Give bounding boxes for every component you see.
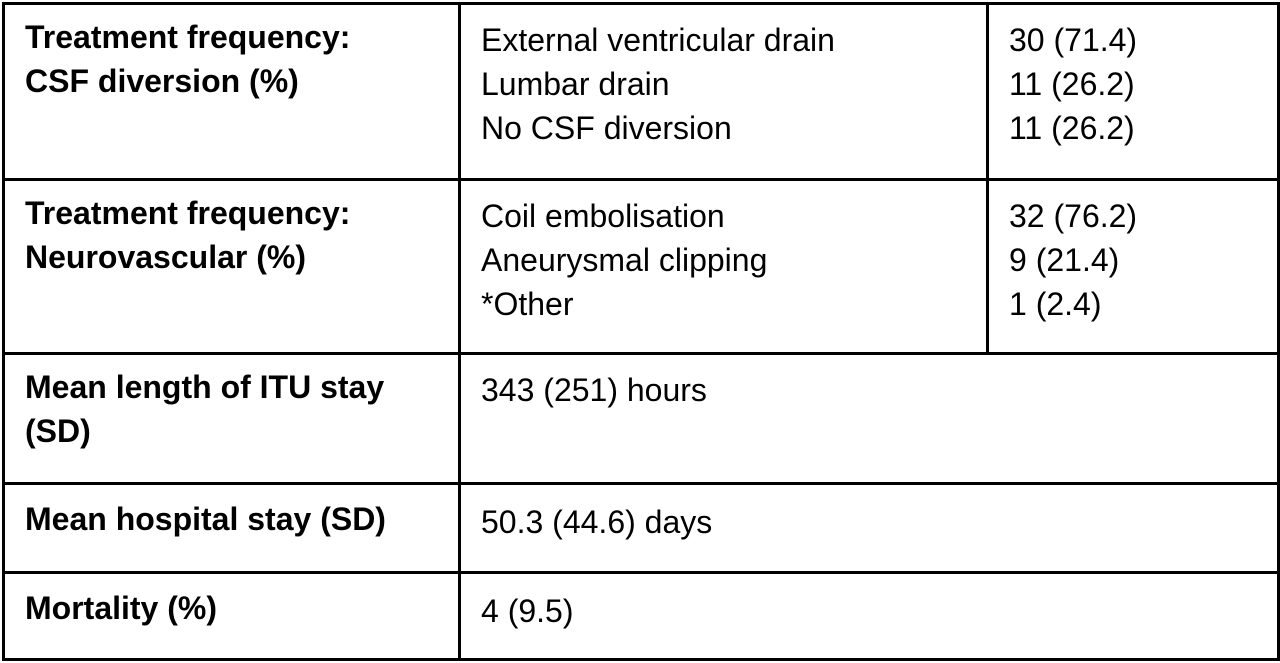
treatment-item: Aneurysmal clipping [481,242,768,278]
row-label-line: Mortality (%) [25,590,217,626]
treatment-items-cell: External ventricular drain Lumbar drain … [458,2,989,181]
row-label-line: Treatment frequency: [25,19,351,55]
row-value: 343 (251) hours [481,372,707,408]
row-label-cell: Mean hospital stay (SD) [2,482,461,574]
treatment-value: 1 (2.4) [1009,286,1102,322]
row-label-cell: Mean length of ITU stay (SD) [2,352,461,485]
row-value-cell: 50.3 (44.6) days [458,482,1280,574]
treatment-values-cell: 32 (76.2) 9 (21.4) 1 (2.4) [986,178,1280,355]
row-label-line: CSF diversion (%) [25,63,299,99]
row-label: Mortality (%) [25,586,457,630]
treatment-value: 32 (76.2) [1009,198,1138,234]
row-label-line: Treatment frequency: [25,195,351,231]
table-row: Mortality (%) 4 (9.5) [2,571,1280,661]
row-label: Treatment frequency: Neurovascular (%) [25,191,457,279]
treatment-value: 11 (26.2) [1009,66,1135,102]
treatment-value: 30 (71.4) [1009,22,1138,58]
treatment-items-cell: Coil embolisation Aneurysmal clipping *O… [458,178,989,355]
row-label-cell: Treatment frequency: CSF diversion (%) [2,2,461,181]
row-value-cell: 4 (9.5) [458,571,1280,661]
treatment-item: No CSF diversion [481,110,732,146]
row-value-cell: 343 (251) hours [458,352,1280,485]
treatment-item: External ventricular drain [481,22,835,58]
row-label-line: Neurovascular (%) [25,239,306,275]
treatment-value: 11 (26.2) [1009,110,1135,146]
treatment-item: Lumbar drain [481,66,670,102]
treatment-value: 9 (21.4) [1009,242,1120,278]
row-label-line: Mean length of ITU stay [25,369,385,405]
table-row: Mean hospital stay (SD) 50.3 (44.6) days [2,482,1280,574]
row-label-cell: Mortality (%) [2,571,461,661]
row-label: Treatment frequency: CSF diversion (%) [25,15,457,103]
row-label: Mean length of ITU stay (SD) [25,365,457,453]
treatment-values-cell: 30 (71.4) 11 (26.2) 11 (26.2) [986,2,1280,181]
table-row: Treatment frequency: CSF diversion (%) E… [2,2,1280,181]
row-label: Mean hospital stay (SD) [25,497,457,541]
row-value: 50.3 (44.6) days [481,504,713,540]
row-value: 4 (9.5) [481,593,574,629]
row-label-line: Mean hospital stay (SD) [25,501,386,537]
row-label-cell: Treatment frequency: Neurovascular (%) [2,178,461,355]
treatment-item: Coil embolisation [481,198,725,234]
table-row: Treatment frequency: Neurovascular (%) C… [2,178,1280,355]
row-label-line: (SD) [25,413,91,449]
table-row: Mean length of ITU stay (SD) 343 (251) h… [2,352,1280,485]
treatment-item: *Other [481,286,574,322]
